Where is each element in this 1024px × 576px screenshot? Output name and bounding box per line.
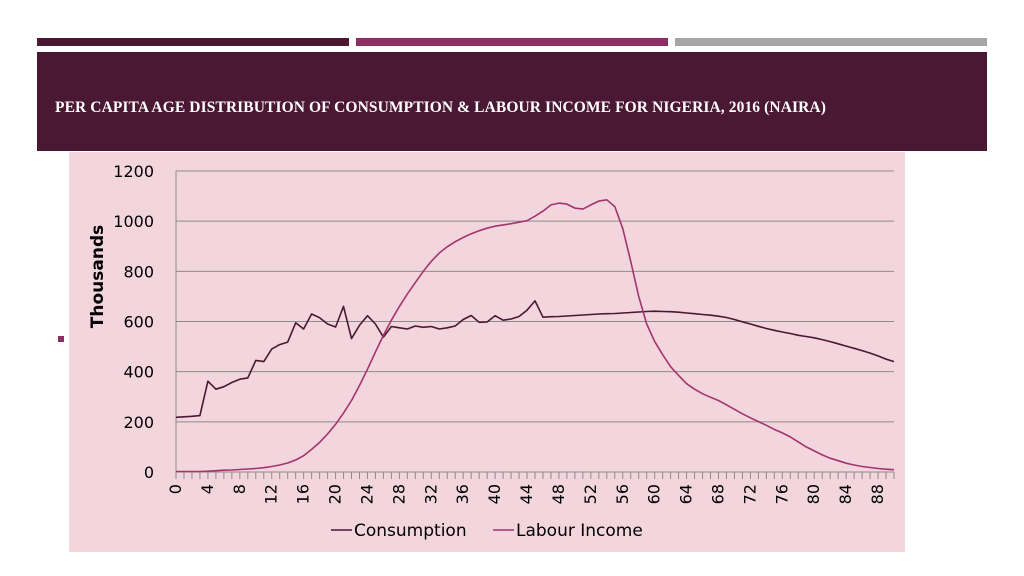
x-tick-label: 40 xyxy=(485,484,504,504)
title-band: PER CAPITA AGE DISTRIBUTION OF CONSUMPTI… xyxy=(37,52,987,151)
x-tick-label: 68 xyxy=(708,484,727,504)
x-tick-label: 76 xyxy=(772,484,791,504)
accent-bar-magenta xyxy=(356,38,668,46)
x-tick-label: 16 xyxy=(294,484,313,504)
y-tick-label: 800 xyxy=(123,262,154,281)
slide-title: PER CAPITA AGE DISTRIBUTION OF CONSUMPTI… xyxy=(55,99,826,116)
x-tick-label: 84 xyxy=(836,484,855,504)
x-tick-label: 28 xyxy=(389,484,408,504)
bullet-marker xyxy=(58,336,64,342)
y-tick-label: 0 xyxy=(144,463,154,482)
y-tick-label: 400 xyxy=(123,363,154,382)
x-tick-label: 44 xyxy=(517,484,536,504)
y-tick-label: 200 xyxy=(123,413,154,432)
x-tick-label: 20 xyxy=(326,484,345,504)
x-tick-label: 4 xyxy=(198,484,217,494)
x-tick-label: 8 xyxy=(230,484,249,494)
legend-label: Labour Income xyxy=(516,521,643,541)
y-tick-label: 1000 xyxy=(113,212,154,231)
legend-label: Consumption xyxy=(354,521,467,541)
accent-bar-dark xyxy=(37,38,349,46)
x-tick-label: 60 xyxy=(645,484,664,504)
y-axis-label: Thousands xyxy=(88,225,108,328)
x-tick-label: 24 xyxy=(357,484,376,504)
x-tick-label: 52 xyxy=(581,484,600,504)
x-tick-label: 56 xyxy=(613,484,632,504)
chart-area: 0 200 400 600 800 1000 1200 0 4 8 12 16 20 24 28 32 36 40… xyxy=(69,152,905,552)
x-tick-label: 48 xyxy=(549,484,568,504)
x-tick-label: 36 xyxy=(453,484,472,504)
x-tick-label: 72 xyxy=(740,484,759,504)
x-tick-label: 64 xyxy=(677,484,696,504)
x-tick-label: 80 xyxy=(804,484,823,504)
series-line-labour-income xyxy=(176,198,895,473)
y-tick-label: 1200 xyxy=(113,162,154,181)
x-tick-label: 0 xyxy=(166,484,185,494)
y-tick-label: 600 xyxy=(123,313,154,332)
x-tick-label: 12 xyxy=(262,484,281,504)
x-tick-label: 88 xyxy=(868,484,887,504)
x-tick-label: 32 xyxy=(421,484,440,504)
accent-bar-gray xyxy=(675,38,987,46)
series-line-consumption xyxy=(175,300,895,419)
